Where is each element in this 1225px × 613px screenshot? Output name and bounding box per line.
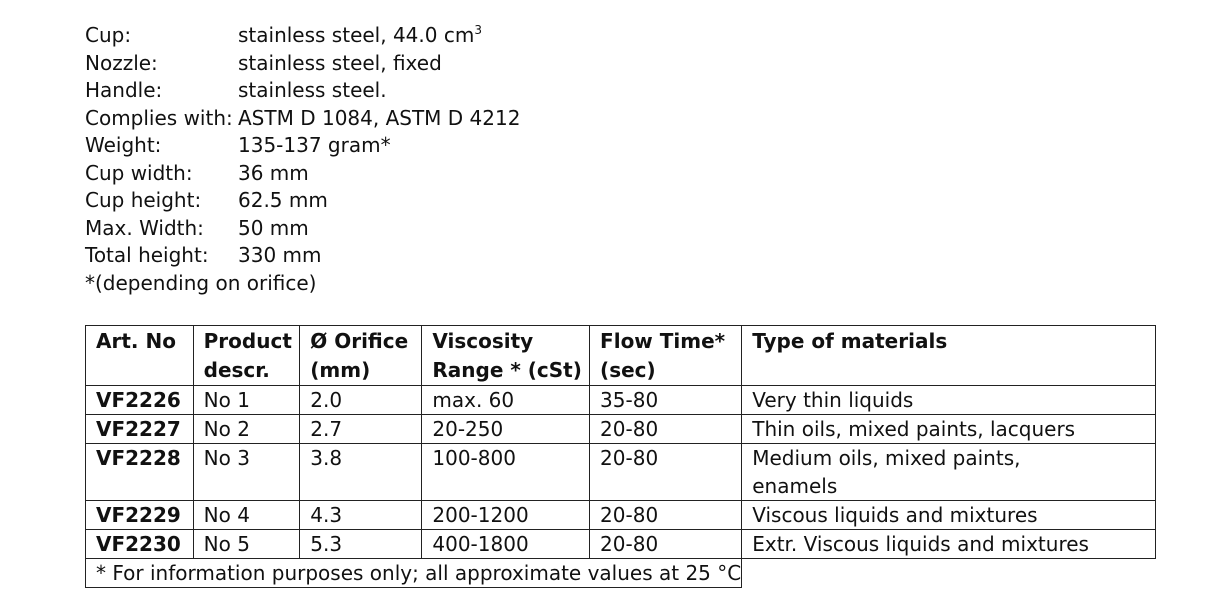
- table-header-row: Art. No Product descr. Ø Orifice (mm) Visc…: [85, 325, 1157, 386]
- header-line: (mm): [310, 358, 371, 382]
- spec-value-text: stainless steel, 44.0 cm: [238, 23, 475, 47]
- header-line: Art. No: [96, 329, 176, 353]
- cell-viscosity: 100-800: [421, 443, 591, 501]
- spec-value: 62.5 mm: [238, 188, 328, 212]
- cell-orifice: 5.3: [299, 529, 423, 559]
- spec-row-cup-height: Cup height: 62.5 mm: [85, 187, 520, 215]
- product-table: Art. No Product descr. Ø Orifice (mm) Visc…: [84, 325, 1157, 588]
- spec-row-nozzle: Nozzle: stainless steel, fixed: [85, 50, 520, 78]
- spec-label: Nozzle:: [85, 50, 158, 75]
- cell-flow-time: 35-80: [589, 385, 743, 415]
- spec-row-cup: Cup: stainless steel, 44.0 cm3: [85, 22, 520, 50]
- cell-viscosity: max. 60: [421, 385, 591, 415]
- table-row: VF2230 No 5 5.3 400-1800 20-80 Extr. Vis…: [85, 529, 1157, 559]
- cell-product-descr: No 1: [192, 385, 301, 415]
- spec-row-max-width: Max. Width: 50 mm: [85, 215, 520, 243]
- spec-row-cup-width: Cup width: 36 mm: [85, 160, 520, 188]
- cell-orifice: 2.0: [299, 385, 423, 415]
- cell-art-no: VF2228: [85, 443, 194, 501]
- spec-label: Weight:: [85, 133, 162, 157]
- spec-value: stainless steel, 44.0 cm3: [238, 22, 482, 50]
- table-footnote: * For information purposes only; all app…: [84, 558, 743, 588]
- spec-label: Max. Width:: [85, 215, 204, 240]
- footnote-blank-cell: [742, 559, 1156, 588]
- header-line: Type of materials: [752, 329, 948, 353]
- cell-product-descr: No 3: [192, 443, 301, 501]
- cell-flow-time: 20-80: [589, 443, 743, 501]
- spec-label: Cup:: [85, 23, 132, 47]
- header-type-of-materials: Type of materials: [741, 325, 1157, 386]
- header-flow-time: Flow Time* (sec): [589, 325, 743, 386]
- table-row: VF2229 No 4 4.3 200-1200 20-80 Viscous l…: [85, 500, 1157, 530]
- cell-type-of-materials: Viscous liquids and mixtures: [741, 500, 1157, 530]
- header-orifice: Ø Orifice (mm): [299, 325, 423, 386]
- table-footnote-row: * For information purposes only; all app…: [84, 558, 1156, 588]
- spec-row-weight: Weight: 135-137 gram*: [85, 132, 520, 160]
- spec-label: Total height:: [85, 243, 209, 267]
- table-row: VF2228 No 3 3.8 100-800 20-80 Medium oil…: [85, 443, 1157, 501]
- cell-product-descr: No 4: [192, 500, 301, 530]
- header-line: Flow Time*: [600, 329, 726, 353]
- header-line: Viscosity: [432, 329, 534, 353]
- cell-viscosity: 20-250: [421, 414, 591, 444]
- cell-orifice: 3.8: [299, 443, 423, 501]
- table-row: VF2226 No 1 2.0 max. 60 35-80 Very thin …: [85, 385, 1157, 415]
- specs-footnote: *(depending on orifice): [85, 270, 317, 295]
- cell-art-no: VF2227: [85, 414, 194, 444]
- header-line: (sec): [600, 358, 656, 382]
- cell-orifice: 2.7: [299, 414, 423, 444]
- spec-row-complies-with: Complies with: ASTM D 1084, ASTM D 4212: [85, 105, 520, 133]
- header-line: descr.: [203, 358, 270, 382]
- spec-row-handle: Handle: stainless steel.: [85, 77, 520, 105]
- cell-flow-time: 20-80: [589, 529, 743, 559]
- spec-label: Complies with:: [85, 105, 233, 130]
- cell-viscosity: 200-1200: [421, 500, 591, 530]
- spec-value: stainless steel, fixed: [238, 50, 442, 75]
- cell-art-no: VF2229: [85, 500, 194, 530]
- header-line: Ø Orifice: [310, 329, 409, 353]
- cell-type-of-materials: Extr. Viscous liquids and mixtures: [741, 529, 1157, 559]
- cell-product-descr: No 2: [192, 414, 301, 444]
- cell-viscosity: 400-1800: [421, 529, 591, 559]
- table-row: VF2227 No 2 2.7 20-250 20-80 Thin oils, …: [85, 414, 1157, 444]
- spec-superscript: 3: [474, 23, 482, 37]
- spec-label: Cup height:: [85, 188, 202, 212]
- spec-value: 330 mm: [238, 243, 322, 267]
- header-line: Range * (cSt): [432, 358, 582, 382]
- spec-row-total-height: Total height: 330 mm: [85, 242, 520, 270]
- spec-label: Cup width:: [85, 160, 193, 185]
- spec-value: 36 mm: [238, 160, 309, 185]
- header-art-no: Art. No: [85, 325, 194, 386]
- cell-art-no: VF2226: [85, 385, 194, 415]
- cell-type-of-materials: Medium oils, mixed paints, enamels: [741, 443, 1157, 501]
- spec-value: ASTM D 1084, ASTM D 4212: [238, 105, 521, 130]
- cell-flow-time: 20-80: [589, 500, 743, 530]
- cell-art-no: VF2230: [85, 529, 194, 559]
- spec-value: 50 mm: [238, 215, 309, 240]
- cell-product-descr: No 5: [192, 529, 301, 559]
- cell-flow-time: 20-80: [589, 414, 743, 444]
- header-line: Product: [203, 329, 292, 353]
- specifications-list: Cup: stainless steel, 44.0 cm3 Nozzle: s…: [85, 22, 520, 297]
- spec-value: stainless steel.: [238, 78, 387, 102]
- header-viscosity-range: Viscosity Range * (cSt): [421, 325, 591, 386]
- cell-type-of-materials: Very thin liquids: [741, 385, 1157, 415]
- spec-label: Handle:: [85, 78, 163, 102]
- header-product-descr: Product descr.: [192, 325, 301, 386]
- spec-value: 135-137 gram*: [238, 133, 391, 157]
- cell-type-of-materials: Thin oils, mixed paints, lacquers: [741, 414, 1157, 444]
- cell-orifice: 4.3: [299, 500, 423, 530]
